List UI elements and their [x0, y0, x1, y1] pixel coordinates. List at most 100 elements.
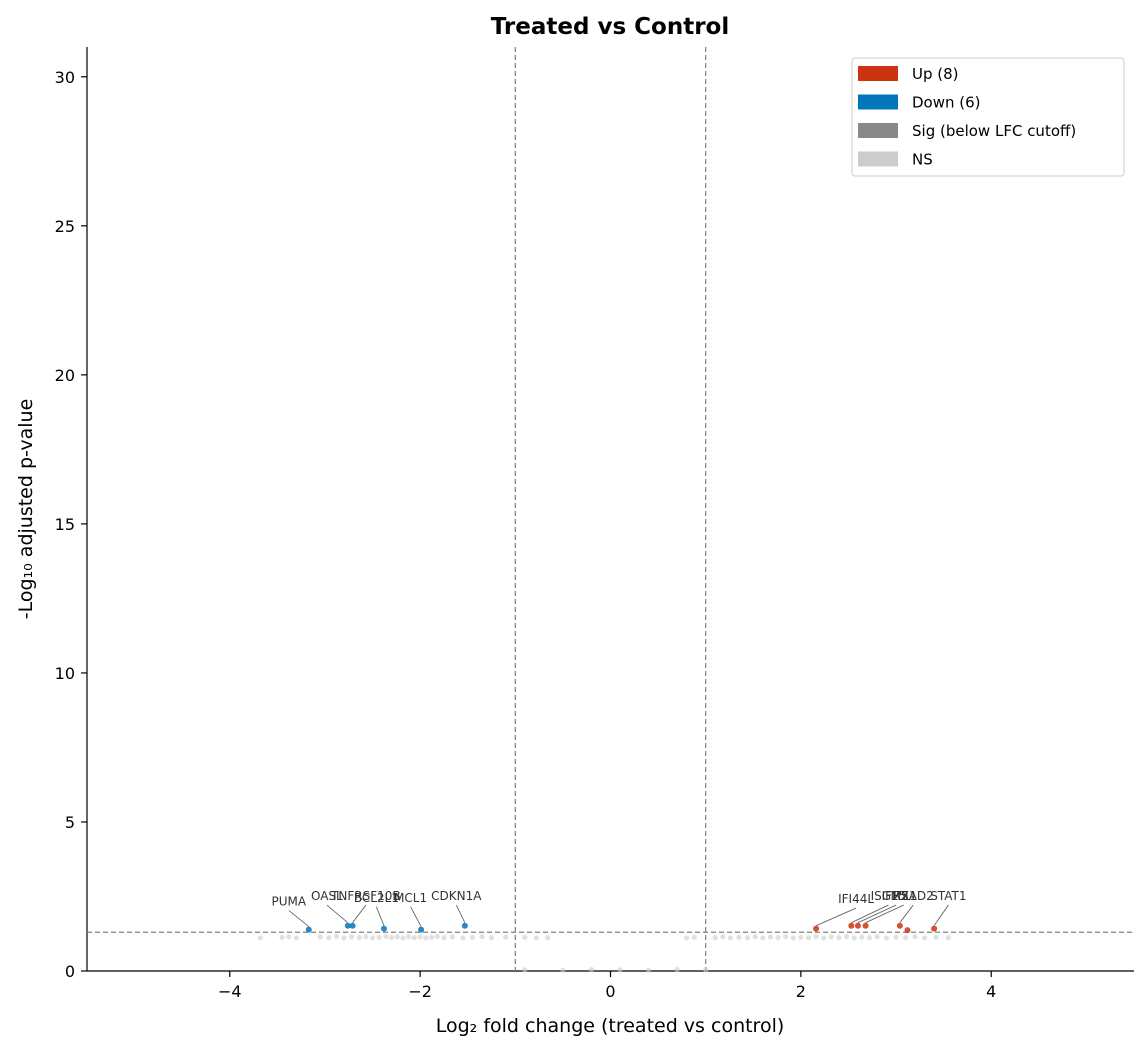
ns-point [522, 934, 528, 940]
y-tick-label: 0 [65, 962, 75, 981]
ns-point [790, 935, 796, 941]
ns-point [326, 935, 332, 941]
ns-point [383, 933, 389, 940]
ns-point [423, 935, 429, 941]
down-point [461, 922, 468, 929]
chart-title: Treated vs Control [491, 14, 729, 40]
y-tick-label: 15 [55, 515, 75, 534]
ns-point [356, 935, 362, 941]
ns-point [488, 935, 495, 941]
gene-label: MCL1 [394, 891, 427, 905]
ns-point [912, 934, 918, 940]
ns-point [933, 934, 939, 940]
ns-point [363, 934, 369, 940]
ns-point [866, 935, 872, 941]
ns-point [460, 935, 466, 941]
ns-point [945, 935, 951, 941]
ns-point [883, 935, 890, 941]
x-tick-label: 4 [986, 982, 996, 1001]
gene-label: IFI44L [838, 892, 874, 906]
ns-point [317, 934, 323, 940]
up-point [848, 922, 855, 929]
gene-label: ISG15 [871, 889, 907, 903]
annotation-connector [933, 904, 949, 926]
up-point [904, 927, 911, 934]
gene-label: IFIT1 [882, 889, 911, 903]
ns-point [503, 934, 509, 940]
gene-label: CDKN1A [431, 889, 482, 903]
ns-point [836, 935, 842, 941]
legend-label: Up (8) [912, 65, 959, 83]
ns-point [333, 933, 339, 940]
annotation-connector [899, 904, 914, 923]
ns-point [752, 934, 758, 940]
legend-label: NS [912, 151, 933, 169]
ns-point [369, 935, 376, 941]
y-axis-label: -Log₁₀ adjusted p-value [15, 399, 37, 620]
legend-label: Sig (below LFC cutoff) [912, 122, 1076, 140]
ns-point [434, 933, 440, 940]
ns-point [411, 935, 418, 941]
down-point [380, 925, 387, 932]
ns-point [684, 935, 690, 941]
ns-point [767, 934, 774, 940]
y-tick-label: 10 [55, 664, 75, 683]
gene-label: OASL [311, 889, 343, 903]
ns-point [805, 935, 812, 941]
legend-swatch [858, 66, 898, 81]
ns-point [533, 935, 539, 941]
ns-point [783, 934, 789, 940]
ns-point [617, 967, 623, 973]
ns-point [843, 934, 850, 940]
ns-point [428, 934, 435, 940]
ns-point [417, 934, 423, 940]
ns-point [874, 934, 880, 940]
up-point [862, 922, 869, 929]
ns-point [588, 966, 595, 973]
x-tick-label: 0 [605, 982, 615, 1001]
down-point [305, 926, 312, 933]
ns-point [859, 934, 865, 940]
ns-point [645, 967, 652, 973]
x-tick-label: −2 [408, 982, 432, 1001]
ns-point [449, 934, 456, 940]
legend-swatch [858, 123, 898, 138]
gene-label: TNFRSF10B [330, 889, 401, 903]
ns-point [922, 935, 928, 941]
gene-label: RSAD2 [893, 889, 934, 903]
ns-point [736, 934, 742, 940]
ns-point [406, 934, 412, 940]
annotation-connector [857, 904, 897, 924]
x-tick-label: 2 [796, 982, 806, 1001]
ns-point [674, 966, 680, 973]
legend-swatch [858, 94, 898, 110]
up-point [931, 925, 938, 932]
ns-point [545, 935, 551, 941]
ns-point [286, 934, 292, 940]
ns-point [712, 935, 718, 941]
up-point [896, 922, 903, 929]
y-tick-label: 20 [55, 366, 75, 385]
ns-point [257, 935, 263, 941]
ns-point [394, 934, 400, 940]
ns-point [828, 934, 834, 940]
y-tick-label: 30 [55, 68, 75, 87]
annotation-connector [352, 904, 367, 923]
annotation-connector [851, 904, 889, 924]
ns-point [279, 934, 285, 940]
ns-point [522, 967, 528, 973]
gene-label: STAT1 [930, 889, 966, 903]
legend-label: Down (6) [912, 94, 981, 112]
ns-point [744, 935, 751, 941]
annotation-connector [288, 910, 310, 927]
ns-point [349, 934, 355, 940]
y-tick-label: 5 [65, 813, 75, 832]
annotation-connector [326, 904, 349, 924]
ns-point [441, 935, 447, 941]
x-tick-label: −4 [218, 982, 242, 1001]
annotation-connector [865, 904, 904, 924]
ns-point [893, 934, 899, 940]
gene-label: BCL2L1 [354, 891, 399, 905]
ns-point [400, 935, 406, 941]
